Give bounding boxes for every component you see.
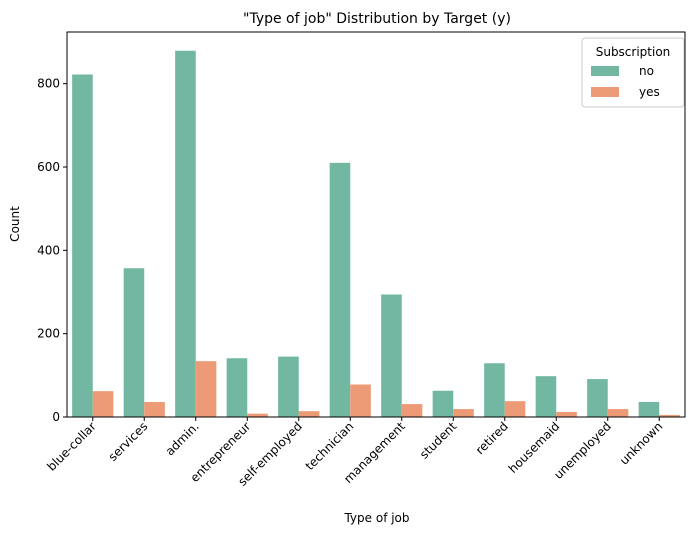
x-tick-label: blue-collar (44, 419, 99, 474)
bar-no-entrepreneur (226, 358, 248, 417)
y-tick-label: 200 (37, 327, 60, 341)
bar-no-retired (484, 363, 505, 417)
x-tick-label: admin. (163, 419, 202, 458)
y-tick-label: 400 (37, 243, 60, 257)
legend-label-no: no (639, 64, 654, 78)
bar-no-student (432, 390, 454, 417)
bar-yes-management (401, 404, 423, 417)
y-axis-title: Count (8, 206, 22, 242)
x-tick-label: retired (473, 419, 511, 457)
x-tick-label: student (417, 419, 460, 462)
bar-no-self-employed (278, 356, 299, 417)
bar-yes-entrepreneur (247, 413, 268, 417)
chart-title: "Type of job" Distribution by Target (y) (243, 11, 511, 27)
legend-swatch-no (591, 66, 619, 76)
bar-no-management (381, 294, 402, 417)
bar-yes-unknown (659, 414, 680, 417)
bar-no-unemployed (587, 379, 608, 417)
legend: Subscription no yes (581, 37, 685, 108)
bar-yes-services (144, 402, 165, 417)
bar-no-unknown (638, 402, 660, 417)
y-tick-label: 0 (52, 410, 60, 424)
legend-swatch-yes (591, 87, 619, 97)
bar-no-admin. (175, 50, 196, 417)
bar-yes-admin. (195, 361, 217, 417)
bar-yes-blue-collar (92, 391, 114, 417)
x-axis-title: Type of job (343, 511, 409, 525)
bar-no-services (123, 268, 145, 417)
legend-label-yes: yes (639, 85, 660, 99)
bar-yes-student (453, 409, 474, 417)
axes-layer (66, 31, 686, 418)
bar-yes-housemaid (556, 412, 577, 417)
bars-layer (72, 50, 680, 417)
y-tick-label: 600 (37, 160, 60, 174)
y-tick-label: 800 (37, 77, 60, 91)
bar-no-blue-collar (72, 74, 93, 417)
x-tick-label: services (106, 419, 151, 464)
bar-yes-self-employed (298, 411, 320, 417)
bar-no-housemaid (535, 376, 557, 417)
bar-yes-technician (350, 384, 371, 417)
bar-yes-retired (504, 401, 526, 417)
x-tick-label: housemaid (506, 419, 563, 476)
legend-title: Subscription (596, 45, 671, 59)
bar-no-technician (329, 162, 351, 417)
bar-yes-unemployed (607, 409, 629, 417)
x-tick-label: technician (303, 419, 357, 473)
plot-frame (66, 31, 686, 418)
x-tick-label: unknown (617, 419, 665, 467)
